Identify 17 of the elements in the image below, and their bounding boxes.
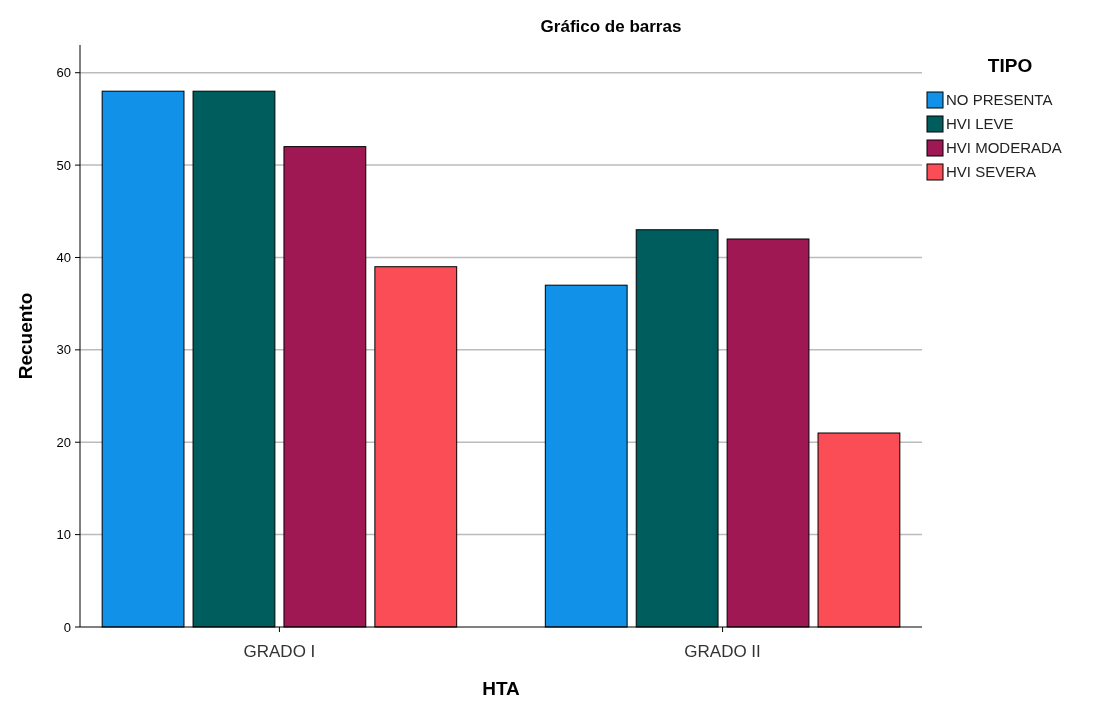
y-tick-label: 10 bbox=[56, 527, 71, 543]
y-tick-label: 30 bbox=[56, 342, 71, 358]
x-tick-label: GRADO II bbox=[684, 642, 761, 661]
legend-label: HVI MODERADA bbox=[946, 139, 1062, 157]
x-tick-label: GRADO I bbox=[243, 642, 316, 661]
y-tick-label: 0 bbox=[63, 619, 71, 635]
x-axis-title: HTA bbox=[482, 678, 521, 699]
y-tick-label: 20 bbox=[56, 434, 71, 450]
legend-label: HVI SEVERA bbox=[946, 163, 1037, 181]
legend-label: HVI LEVE bbox=[946, 115, 1014, 133]
y-axis-title: Recuento bbox=[15, 292, 36, 380]
y-tick-label: 60 bbox=[56, 65, 71, 81]
legend-title: TIPO bbox=[987, 55, 1033, 76]
chart-title: Gráfico de barras bbox=[540, 17, 682, 36]
y-tick-label: 40 bbox=[56, 250, 71, 266]
legend-label: NO PRESENTA bbox=[946, 91, 1053, 109]
y-tick-label: 50 bbox=[56, 157, 71, 173]
